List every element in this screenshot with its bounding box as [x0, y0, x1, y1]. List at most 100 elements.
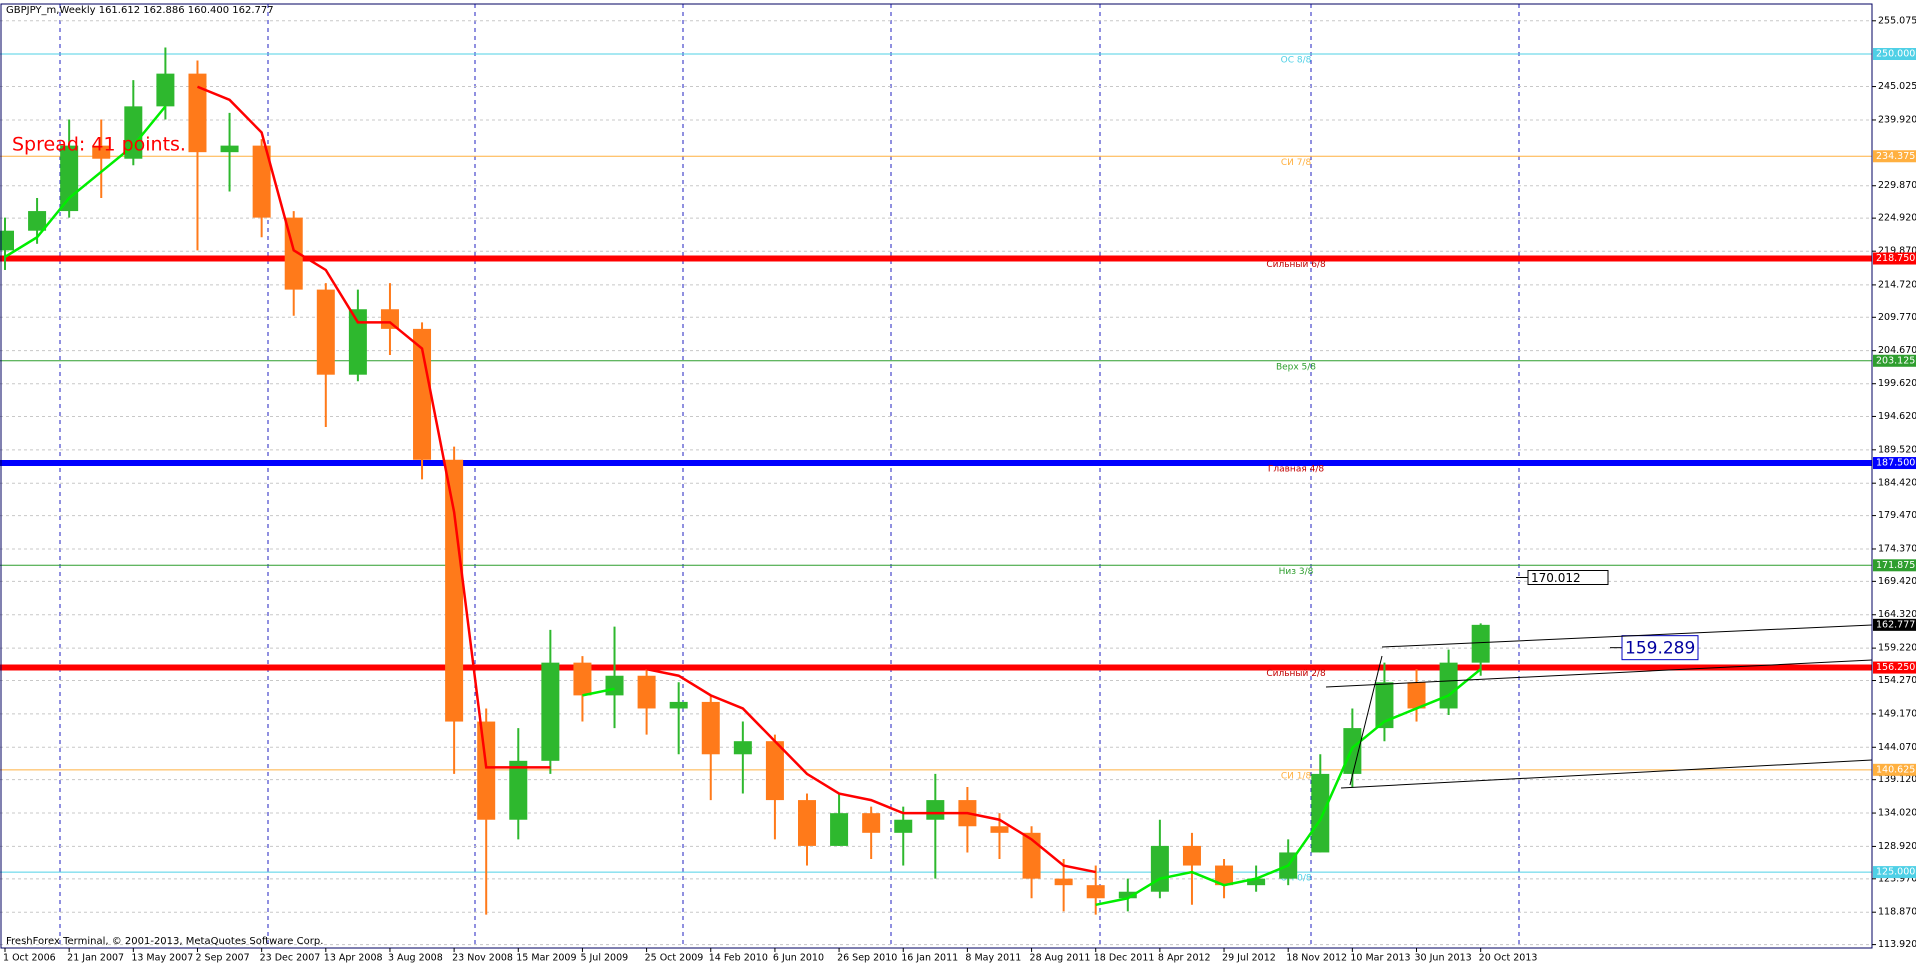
candle-body	[894, 819, 913, 833]
x-tick-label: 30 Jun 2013	[1415, 953, 1472, 964]
plot-border	[0, 3, 1873, 949]
candle-body	[124, 106, 143, 159]
candle-body	[669, 701, 688, 709]
x-tick-label: 2 Sep 2007	[195, 953, 249, 964]
y-tick-label: 118.870	[1878, 907, 1916, 918]
level-price-box	[1873, 866, 1916, 879]
candle-body	[220, 145, 239, 153]
level-price-label: 171.875	[1876, 560, 1915, 571]
candle-body	[541, 662, 560, 761]
x-tick-label: 16 Jan 2011	[901, 953, 958, 964]
y-tick-label: 123.970	[1878, 873, 1916, 884]
candle-body	[637, 675, 656, 709]
candle-body	[92, 145, 111, 159]
x-tick-label: 15 Mar 2009	[516, 953, 576, 964]
x-tick-label: 18 Dec 2011	[1094, 953, 1155, 964]
candle-body	[1343, 728, 1362, 774]
x-tick-label: 21 Jan 2007	[67, 953, 124, 964]
y-tick-label: 144.070	[1878, 742, 1916, 753]
y-tick-label: 154.270	[1878, 675, 1916, 686]
x-tick-label: 14 Feb 2010	[709, 953, 768, 964]
level-price-box	[1873, 150, 1916, 163]
price-label-box	[1527, 569, 1609, 585]
y-tick-label: 189.520	[1878, 444, 1916, 455]
stop-line	[197, 85, 551, 769]
price-label: 159.289	[1625, 639, 1695, 659]
candle-body	[188, 73, 207, 153]
copyright: FreshForex Terminal, © 2001-2013, MetaQu…	[6, 936, 323, 947]
x-tick-label: 5 Jul 2009	[580, 953, 628, 964]
level-price-box	[1873, 763, 1916, 776]
y-tick-label: 174.370	[1878, 543, 1916, 554]
x-tick-label: 23 Dec 2007	[260, 953, 321, 964]
x-tick-label: 3 Aug 2008	[388, 953, 443, 964]
x-tick-label: 29 Jul 2012	[1222, 953, 1276, 964]
stop-line	[1095, 668, 1482, 907]
level-price-label: 187.500	[1876, 458, 1915, 469]
x-tick-label: 8 May 2011	[965, 953, 1021, 964]
candle-body	[413, 328, 432, 460]
y-tick-label: 255.075	[1878, 15, 1916, 26]
level-price-label: 234.375	[1876, 151, 1915, 162]
candle-body	[990, 826, 1009, 833]
level-name: Главная 4/8	[1268, 465, 1324, 475]
candle-body	[1439, 662, 1458, 709]
candle-body	[1471, 624, 1490, 663]
trend-line	[1340, 759, 1873, 789]
stop-line	[646, 667, 1096, 874]
y-tick-label: 149.170	[1878, 708, 1916, 719]
candle-body	[1375, 682, 1394, 729]
candle-body	[1054, 878, 1073, 886]
level-price-label: 203.125	[1876, 355, 1915, 366]
candle-body	[765, 741, 784, 801]
candle-body	[1311, 773, 1330, 853]
candle-body	[1150, 845, 1169, 892]
level-price-label: 140.625	[1876, 764, 1915, 775]
x-tick-label: 13 Apr 2008	[324, 953, 383, 964]
y-tick-label: 128.920	[1878, 841, 1916, 852]
y-tick-label: 134.020	[1878, 808, 1916, 819]
level-price-label: 125.000	[1876, 867, 1915, 878]
candle-body	[348, 309, 367, 375]
candle-body	[1086, 885, 1105, 899]
candle-body	[380, 309, 399, 329]
y-tick-label: 194.620	[1878, 411, 1916, 422]
candle-body	[252, 145, 271, 218]
level-price-box	[1873, 48, 1916, 61]
current-price-box	[1873, 618, 1916, 631]
level-name: СИ 1/8	[1281, 771, 1312, 781]
chart-title: GBPJPY_m,Weekly 161.612 162.886 160.400 …	[6, 5, 274, 16]
trend-channel	[1325, 624, 1873, 789]
y-tick-label: 113.920	[1878, 939, 1916, 950]
candle-body	[926, 800, 945, 820]
current-price-label: 162.777	[1876, 619, 1915, 630]
candle-body	[830, 813, 849, 846]
x-tick-label: 20 Oct 2013	[1479, 953, 1538, 964]
plot-layer: ОС 8/8 СИ 7/8 Сильный 6/8 Верх 5/8 Главная 4…	[0, 20, 1872, 946]
candle-body	[798, 800, 816, 846]
candle-body	[701, 701, 720, 755]
level-name: Сильный 2/8	[1266, 669, 1326, 679]
candle-body	[605, 675, 624, 696]
candle-body	[509, 760, 528, 820]
level-name: СИ 7/8	[1281, 158, 1312, 168]
candle-body	[316, 289, 335, 375]
y-tick-label: 159.220	[1878, 643, 1916, 654]
candle-body	[862, 813, 881, 833]
y-tick-label: 224.920	[1878, 213, 1916, 224]
level-price-box	[1873, 252, 1916, 265]
x-tick-label: 26 Sep 2010	[837, 953, 897, 964]
price-label: 170.012	[1531, 571, 1581, 585]
price-label-box	[1621, 635, 1699, 661]
trend-line	[1381, 624, 1873, 648]
x-tick-label: 1 Oct 2006	[3, 953, 56, 964]
y-tick-label: 239.920	[1878, 114, 1916, 125]
trend-line	[1349, 655, 1383, 786]
level-name: Сильный 6/8	[1266, 260, 1326, 270]
level-price-box	[1873, 661, 1916, 674]
level-price-box	[1873, 457, 1916, 470]
y-tick-label: 204.670	[1878, 345, 1916, 356]
candle-body	[1182, 845, 1201, 866]
level-name: Низ 3/8	[1279, 567, 1314, 577]
candle-body	[1247, 878, 1266, 886]
